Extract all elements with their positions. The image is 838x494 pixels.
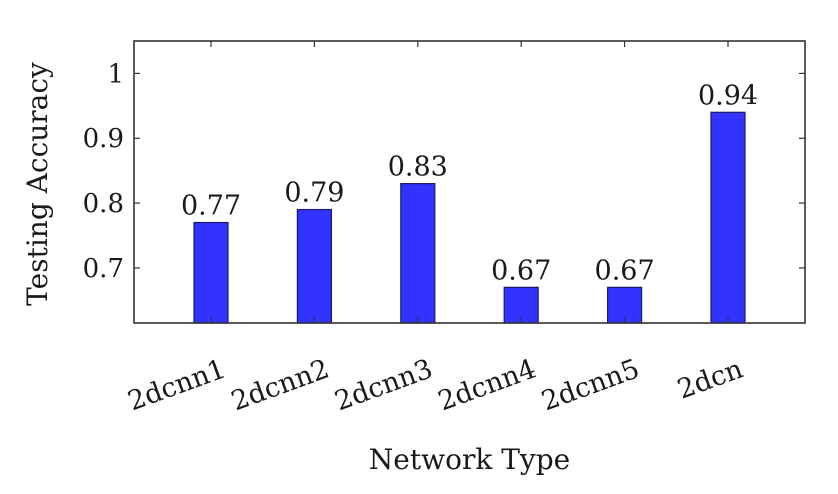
bars-layer — [193, 111, 746, 324]
bar-2dcnn1 — [193, 221, 229, 324]
bar-2dcn — [710, 111, 746, 324]
x-tick-label-2dcnn2: 2dcnn2 — [227, 353, 333, 417]
data-label-2dcnn1: 0.77 — [181, 191, 241, 222]
data-label-2dcnn2: 0.79 — [284, 178, 344, 209]
x-tick-label-2dcnn4: 2dcnn4 — [434, 353, 540, 417]
x-tick-label-2dcn: 2dcn — [673, 353, 747, 405]
bar-2dcnn3 — [400, 183, 436, 324]
data-label-2dcn: 0.94 — [698, 80, 758, 111]
y-tick-label: 0.7 — [83, 254, 124, 284]
plot-frame — [133, 40, 806, 324]
ticks-layer — [134, 41, 805, 323]
x-tick-label-2dcnn3: 2dcnn3 — [331, 353, 437, 417]
bar-2dcnn2 — [296, 208, 332, 324]
data-label-2dcnn4: 0.67 — [491, 255, 551, 286]
x-tick-label-2dcnn1: 2dcnn1 — [124, 353, 230, 417]
data-label-2dcnn3: 0.83 — [388, 152, 448, 183]
y-tick-label: 0.9 — [83, 124, 124, 154]
data-label-2dcnn5: 0.67 — [595, 255, 655, 286]
y-tick-label: 1 — [107, 59, 124, 89]
y-axis-label: Testing Accuracy — [21, 62, 54, 306]
x-tick-label-2dcnn5: 2dcnn5 — [538, 353, 644, 417]
x-axis-label: Network Type — [369, 443, 570, 476]
y-tick-label: 0.8 — [83, 189, 124, 219]
